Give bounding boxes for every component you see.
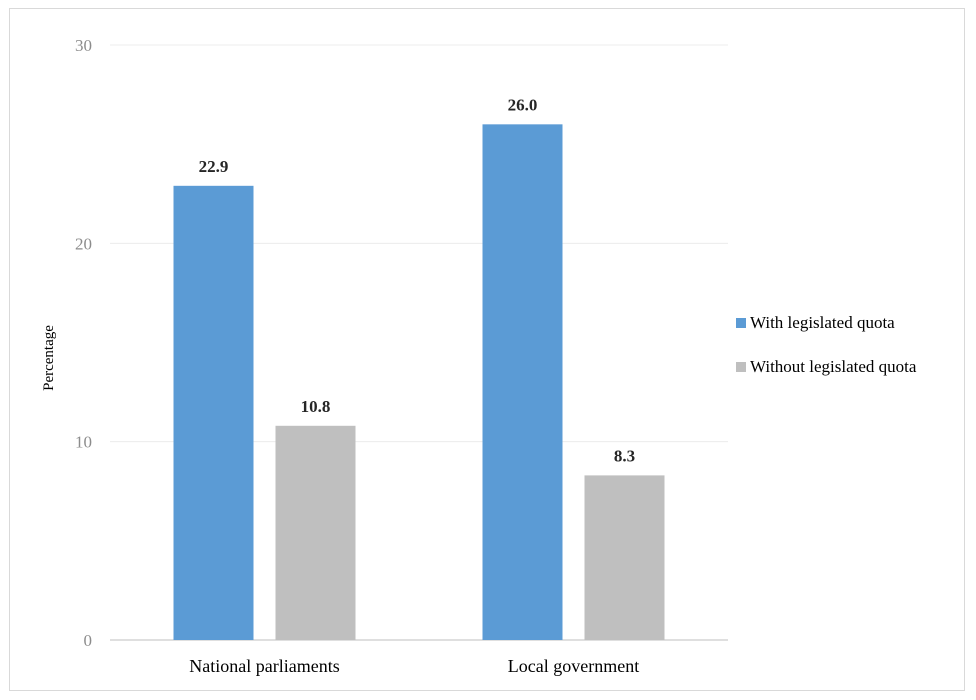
data-labels: 22.9 10.8 26.0 8.3 [199, 95, 636, 465]
legend-item-with-quota: With legislated quota [736, 312, 916, 334]
bars [173, 124, 665, 641]
y-tick-label: 0 [84, 631, 93, 650]
legend-label: Without legislated quota [750, 357, 917, 376]
x-category-label: Local government [508, 656, 639, 676]
bar [482, 124, 563, 641]
bar [173, 185, 254, 641]
data-label: 8.3 [614, 446, 635, 465]
bar [275, 425, 356, 640]
data-label: 10.8 [301, 397, 331, 416]
x-category-label: National parliaments [189, 656, 339, 676]
y-axis-label: Percentage [41, 325, 57, 391]
legend: With legislated quota Without legislated… [736, 312, 916, 400]
y-axis-ticks: 0 10 20 30 [75, 36, 92, 650]
data-label: 26.0 [508, 95, 538, 114]
legend-label: With legislated quota [750, 313, 895, 332]
y-tick-label: 30 [75, 36, 92, 55]
data-label: 22.9 [199, 157, 229, 176]
legend-swatch [736, 318, 746, 328]
legend-swatch [736, 362, 746, 372]
bar [584, 475, 665, 640]
x-axis-categories: National parliaments Local government [189, 656, 639, 676]
y-tick-label: 20 [75, 234, 92, 253]
y-tick-label: 10 [75, 433, 92, 452]
legend-item-without-quota: Without legislated quota [736, 356, 916, 378]
